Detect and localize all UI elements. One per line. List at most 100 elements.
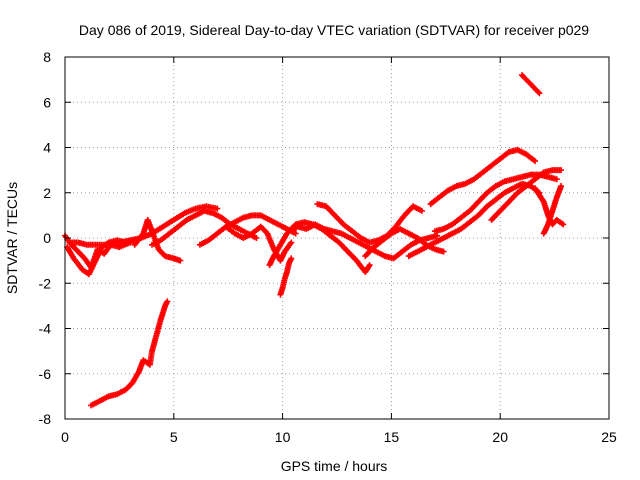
data-point (282, 287, 284, 289)
data-point (151, 230, 153, 232)
data-point (195, 208, 197, 210)
data-point (375, 251, 377, 253)
data-point (208, 239, 210, 241)
data-point (166, 300, 168, 302)
data-point (288, 230, 290, 232)
data-point (369, 241, 371, 244)
data-point (525, 79, 527, 81)
data-point (525, 185, 527, 187)
data-point (434, 248, 436, 250)
data-point (464, 183, 466, 185)
data-point (325, 205, 327, 207)
data-point (90, 404, 92, 406)
y-tick-label: 8 (43, 49, 51, 65)
data-point (534, 187, 536, 189)
data-point (486, 192, 488, 194)
data-point (530, 185, 532, 187)
data-point (349, 237, 351, 239)
data-point (184, 212, 186, 214)
data-point (212, 212, 214, 214)
data-point (216, 208, 218, 210)
data-point (234, 232, 236, 235)
data-point (393, 257, 395, 259)
data-point (430, 203, 432, 205)
data-point (134, 244, 136, 246)
data-point (551, 210, 554, 212)
data-point (329, 235, 332, 237)
data-point (151, 350, 153, 352)
data-point (68, 241, 70, 244)
data-point (255, 237, 258, 239)
data-point (443, 237, 445, 239)
data-point (342, 223, 345, 225)
data-point (340, 232, 342, 235)
data-point (477, 201, 479, 203)
data-point (508, 151, 510, 153)
data-series-arc-10 (314, 201, 425, 246)
data-point (490, 165, 493, 167)
data-point (421, 210, 423, 212)
data-point (508, 201, 510, 203)
data-point (286, 271, 288, 273)
data-point (203, 210, 205, 212)
data-point (401, 251, 403, 253)
data-point (534, 160, 536, 162)
data-point (517, 192, 519, 194)
data-series-arc-4 (131, 216, 184, 264)
x-axis-label: GPS time / hours (281, 458, 388, 474)
data-point (297, 226, 299, 228)
data-point (427, 237, 429, 239)
data-point (118, 241, 120, 244)
data-point (279, 294, 281, 296)
data-point (482, 171, 484, 173)
data-point (88, 273, 90, 275)
data-point (547, 223, 549, 225)
data-point (334, 214, 336, 216)
y-tick-label: -4 (39, 321, 52, 337)
data-point (382, 239, 384, 241)
axis-ticks: 0 5 10 15 20 25 -8 -6 -4 -2 0 2 4 6 8 (39, 49, 617, 445)
data-series-arc-6 (196, 212, 299, 248)
data-point (151, 244, 153, 246)
data-point (504, 180, 506, 182)
data-point (303, 221, 305, 223)
data-point (390, 232, 392, 235)
data-point (284, 278, 286, 280)
data-point (149, 364, 151, 366)
data-point (512, 178, 514, 180)
data-point (81, 269, 83, 271)
data-point (116, 393, 118, 395)
data-point (534, 88, 536, 90)
data-point (216, 232, 218, 235)
data-point (279, 244, 281, 246)
data-point (521, 176, 523, 178)
data-point (486, 205, 488, 207)
y-tick-label: -8 (39, 411, 52, 427)
data-point (499, 210, 501, 212)
data-series-arc-20 (277, 255, 295, 298)
data-point (403, 214, 406, 216)
data-point (408, 255, 410, 257)
data-point (384, 255, 386, 257)
data-point (268, 264, 271, 266)
data-point (186, 219, 188, 221)
data-point (434, 241, 436, 244)
data-point (305, 228, 308, 230)
data-point (242, 237, 244, 239)
data-point (451, 223, 453, 225)
x-tick-label: 10 (275, 429, 291, 445)
data-point (364, 255, 366, 257)
data-point (495, 198, 497, 201)
data-point (73, 257, 75, 259)
data-point (547, 176, 549, 178)
data-point (268, 219, 271, 221)
data-point (451, 232, 453, 235)
data-point (438, 196, 440, 198)
data-series-arc-11 (362, 225, 447, 260)
data-point (251, 214, 253, 216)
data-point (369, 264, 371, 266)
x-tick-label: 25 (601, 429, 617, 445)
data-series-arc-19 (88, 298, 171, 409)
data-point (356, 260, 358, 262)
data-point (517, 149, 519, 151)
